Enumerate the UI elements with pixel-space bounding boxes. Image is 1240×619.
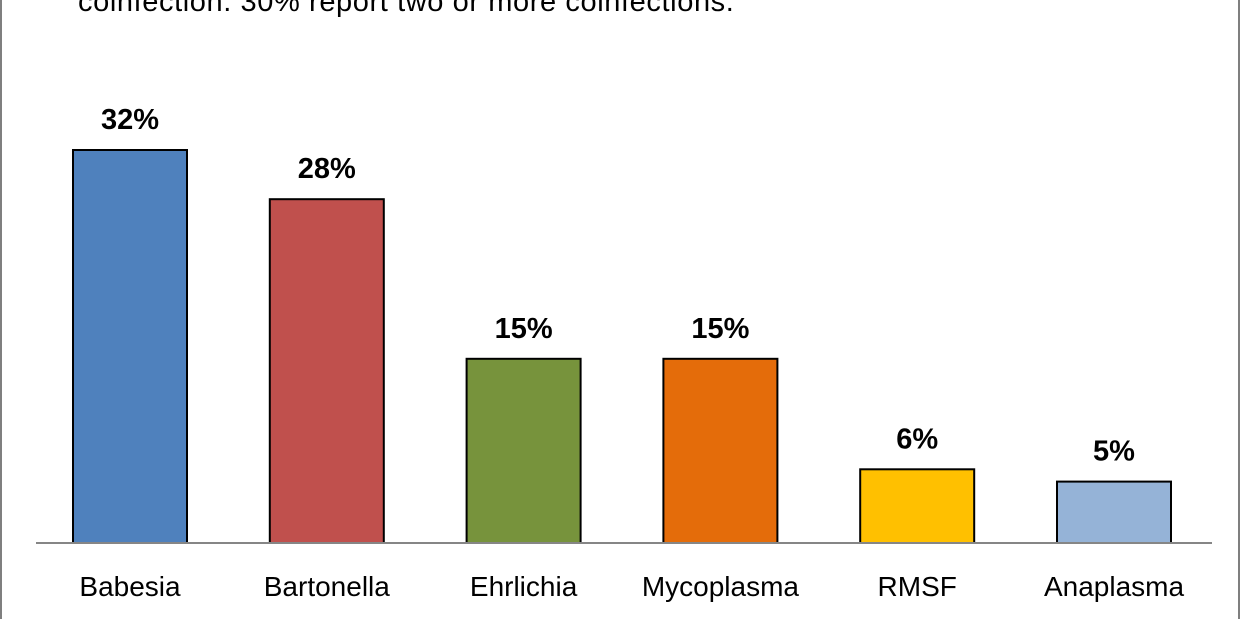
- data-label-rmsf: 6%: [896, 423, 938, 455]
- data-label-bartonella: 28%: [298, 153, 356, 185]
- bar-mycoplasma: [662, 357, 779, 544]
- bar-ehrlichia: [465, 357, 582, 544]
- category-label-mycoplasma: Mycoplasma: [642, 571, 800, 602]
- data-label-ehrlichia: 15%: [495, 313, 553, 345]
- chart-title: coinfection. 30% report two or more coin…: [78, 0, 735, 18]
- bar-babesia: [72, 149, 188, 544]
- bar-bartonella: [268, 198, 385, 544]
- bar-anaplasma: [1056, 480, 1172, 545]
- category-label-anaplasma: Anaplasma: [1044, 571, 1185, 602]
- bar-rmsf: [859, 468, 976, 544]
- category-label-ehrlichia: Ehrlichia: [470, 571, 578, 602]
- data-label-babesia: 32%: [101, 104, 159, 136]
- category-label-rmsf: RMSF: [878, 571, 957, 602]
- data-label-mycoplasma: 15%: [691, 313, 749, 345]
- data-label-anaplasma: 5%: [1093, 436, 1135, 468]
- category-label-babesia: Babesia: [79, 571, 181, 602]
- category-label-bartonella: Bartonella: [264, 571, 391, 602]
